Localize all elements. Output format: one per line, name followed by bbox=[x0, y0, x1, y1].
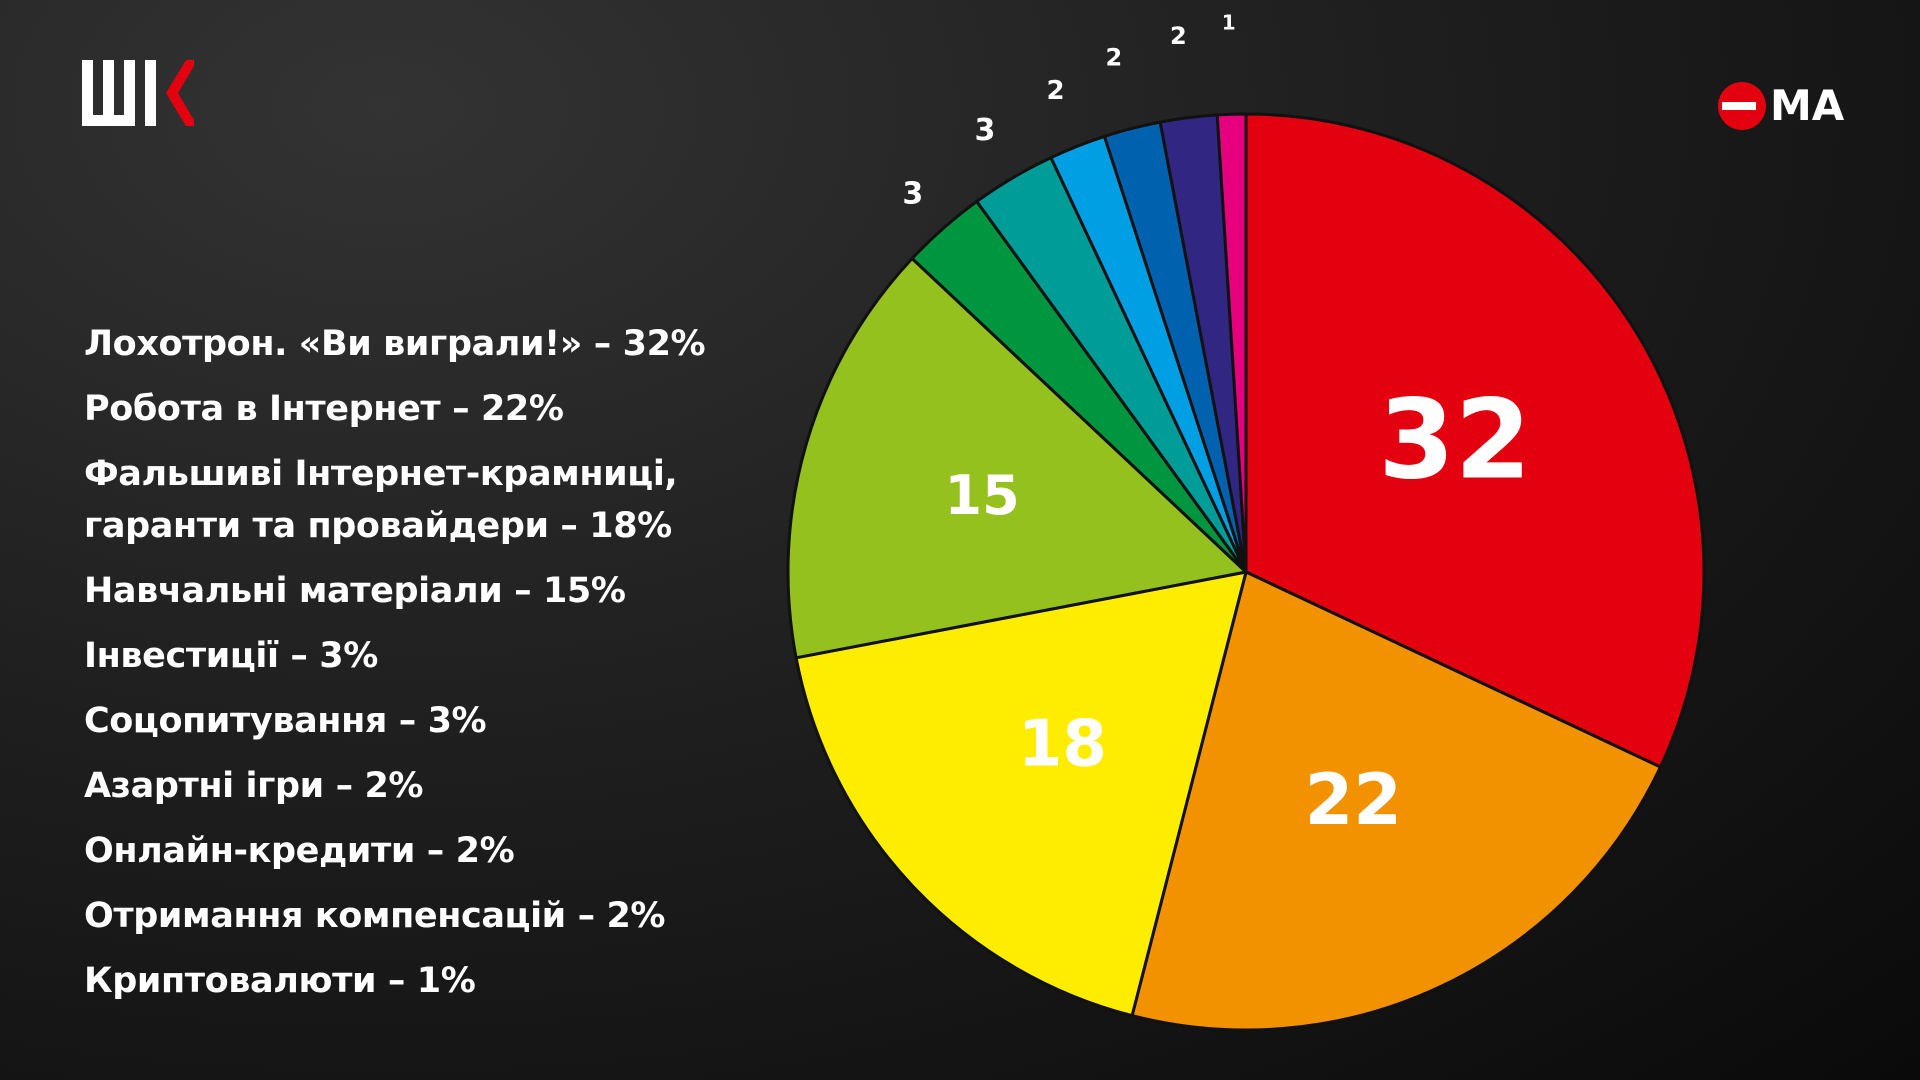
slice-scam-win-value-label: 32 bbox=[1378, 376, 1531, 504]
slice-fake-shops bbox=[794, 570, 1248, 1018]
legend-item-internet-work: Робота в Інтернет – 22% bbox=[84, 389, 564, 429]
slice-fake-shops-value-label: 18 bbox=[1018, 707, 1107, 781]
slice-crypto-value-label: 1 bbox=[1222, 11, 1236, 35]
slice-internet-work bbox=[1130, 570, 1662, 1032]
slice-social-polls-value-label: 3 bbox=[974, 113, 995, 148]
slice-crypto bbox=[1215, 112, 1248, 574]
slice-online-loans-value-label: 2 bbox=[1106, 43, 1123, 71]
legend-item-investments: Інвестиції – 3% bbox=[84, 636, 378, 676]
legend-item-crypto: Криптовалюти – 1% bbox=[84, 961, 476, 1001]
slice-gambling-value-label: 2 bbox=[1046, 76, 1064, 106]
slice-scam-win bbox=[1244, 112, 1706, 769]
legend-item-fake-shops: Фальшиві Інтернет-крамниці, гаранти та п… bbox=[84, 454, 678, 546]
legend-item-study-materials: Навчальні матеріали – 15% bbox=[84, 571, 626, 611]
legend-item-scam-win: Лохотрон. «Ви виграли!» – 32% bbox=[84, 324, 706, 364]
yema-logo: МА bbox=[1718, 82, 1845, 130]
slice-study-materials-value-label: 15 bbox=[945, 464, 1020, 527]
chart-legend: Лохотрон. «Ви виграли!» – 32% Робота в І… bbox=[84, 318, 804, 1020]
slice-compensations-value-label: 2 bbox=[1170, 22, 1187, 50]
legend-item-online-loans: Онлайн-кредити – 2% bbox=[84, 831, 515, 871]
legend-item-compensations: Отримання компенсацій – 2% bbox=[84, 896, 666, 936]
shk-logo bbox=[82, 60, 194, 126]
legend-item-social-polls: Соцопитування – 3% bbox=[84, 701, 487, 741]
svg-text:МА: МА bbox=[1770, 82, 1845, 130]
slice-study-materials bbox=[786, 256, 1248, 660]
slice-investments-value-label: 3 bbox=[902, 177, 923, 212]
slice-internet-work-value-label: 22 bbox=[1305, 759, 1402, 841]
legend-item-gambling: Азартні ігри – 2% bbox=[84, 766, 424, 806]
